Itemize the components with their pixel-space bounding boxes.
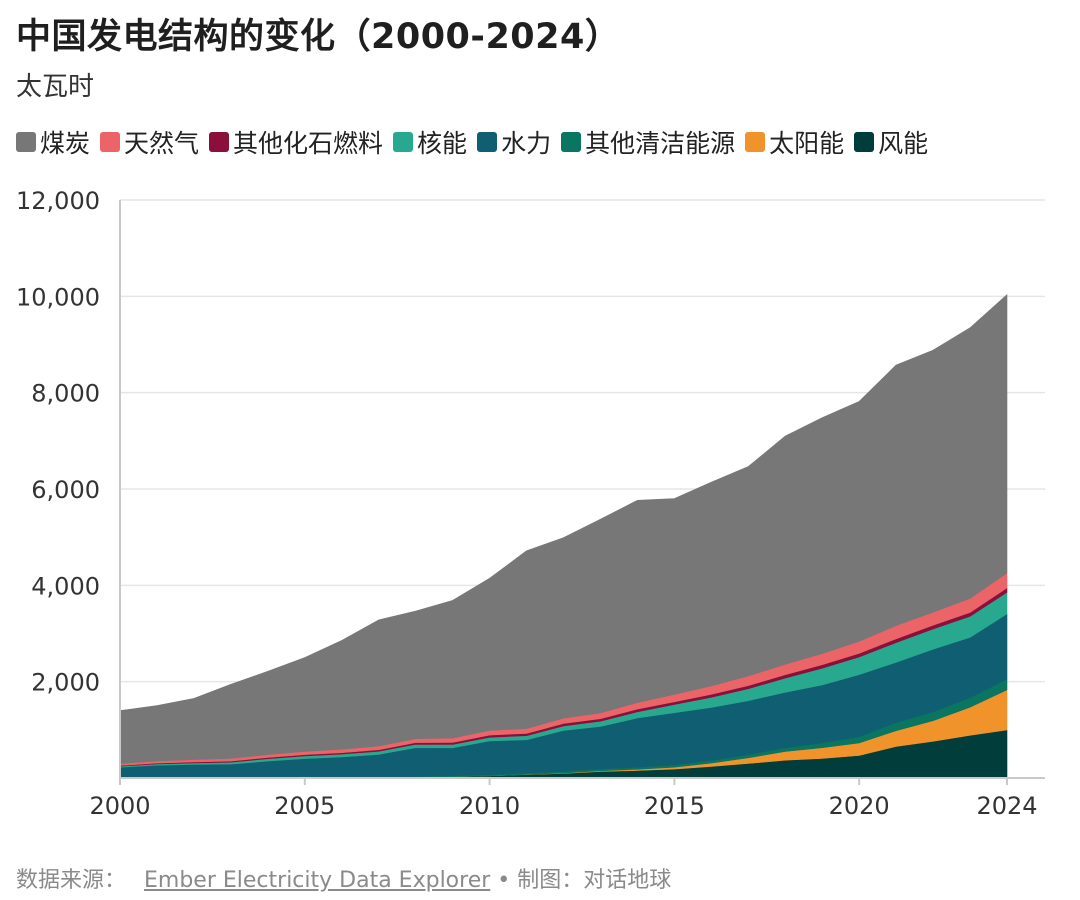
y-tick-label: 6,000 (31, 476, 100, 504)
legend-swatch (477, 132, 498, 152)
area-layers (119, 294, 1008, 779)
legend-item: 核能 (393, 124, 467, 160)
y-tick-label: 12,000 (16, 187, 100, 215)
legend-label: 其他清洁能源 (585, 129, 736, 158)
x-tick-label: 2000 (89, 792, 150, 820)
legend-label: 天然气 (124, 129, 200, 158)
source-label: 数据来源： (16, 868, 127, 893)
legend-swatch (854, 132, 875, 152)
legend-swatch (209, 132, 230, 152)
legend-swatch (100, 132, 121, 152)
source-link[interactable]: Ember Electricity Data Explorer (144, 868, 491, 893)
legend-item: 天然气 (100, 124, 199, 160)
x-tick-label: 2005 (274, 792, 335, 820)
chart-title: 中国发电结构的变化（2000-2024） (16, 17, 621, 57)
legend-swatch (745, 132, 766, 152)
y-tick-label: 8,000 (31, 380, 100, 408)
y-tick-label: 4,000 (31, 572, 100, 600)
legend-label: 核能 (417, 129, 468, 158)
x-tick-label: 2015 (644, 792, 705, 820)
source-note: 数据来源： Ember Electricity Data Explorer • 制… (16, 862, 671, 894)
x-tick-label: 2020 (829, 792, 890, 820)
area-煤炭 (119, 294, 1008, 764)
legend-swatch (393, 132, 414, 152)
legend-swatch (16, 132, 36, 152)
legend-item: 煤炭 (16, 124, 90, 160)
legend-item: 水力 (477, 124, 551, 160)
legend: 煤炭 天然气 其他化石燃料 核能 水力 其他清洁能源 太阳能 风能 (16, 124, 1076, 160)
y-tick-label: 2,000 (31, 669, 100, 697)
x-tick-label: 2024 (976, 792, 1037, 820)
source-separator: • (497, 868, 511, 893)
y-tick-label: 10,000 (16, 283, 100, 311)
credit-text: 制图：对话地球 (517, 868, 672, 893)
legend-label: 风能 (878, 129, 929, 158)
legend-label: 水力 (501, 129, 552, 158)
unit-label: 太瓦时 (16, 72, 95, 102)
legend-swatch (561, 132, 582, 152)
x-tick-label: 2010 (459, 792, 520, 820)
legend-label: 煤炭 (40, 129, 91, 158)
legend-item: 风能 (854, 124, 928, 160)
legend-item: 太阳能 (745, 124, 844, 160)
legend-item: 其他清洁能源 (561, 124, 735, 160)
legend-item: 其他化石燃料 (209, 124, 383, 160)
legend-label: 其他化石燃料 (233, 129, 384, 158)
legend-label: 太阳能 (769, 129, 845, 158)
